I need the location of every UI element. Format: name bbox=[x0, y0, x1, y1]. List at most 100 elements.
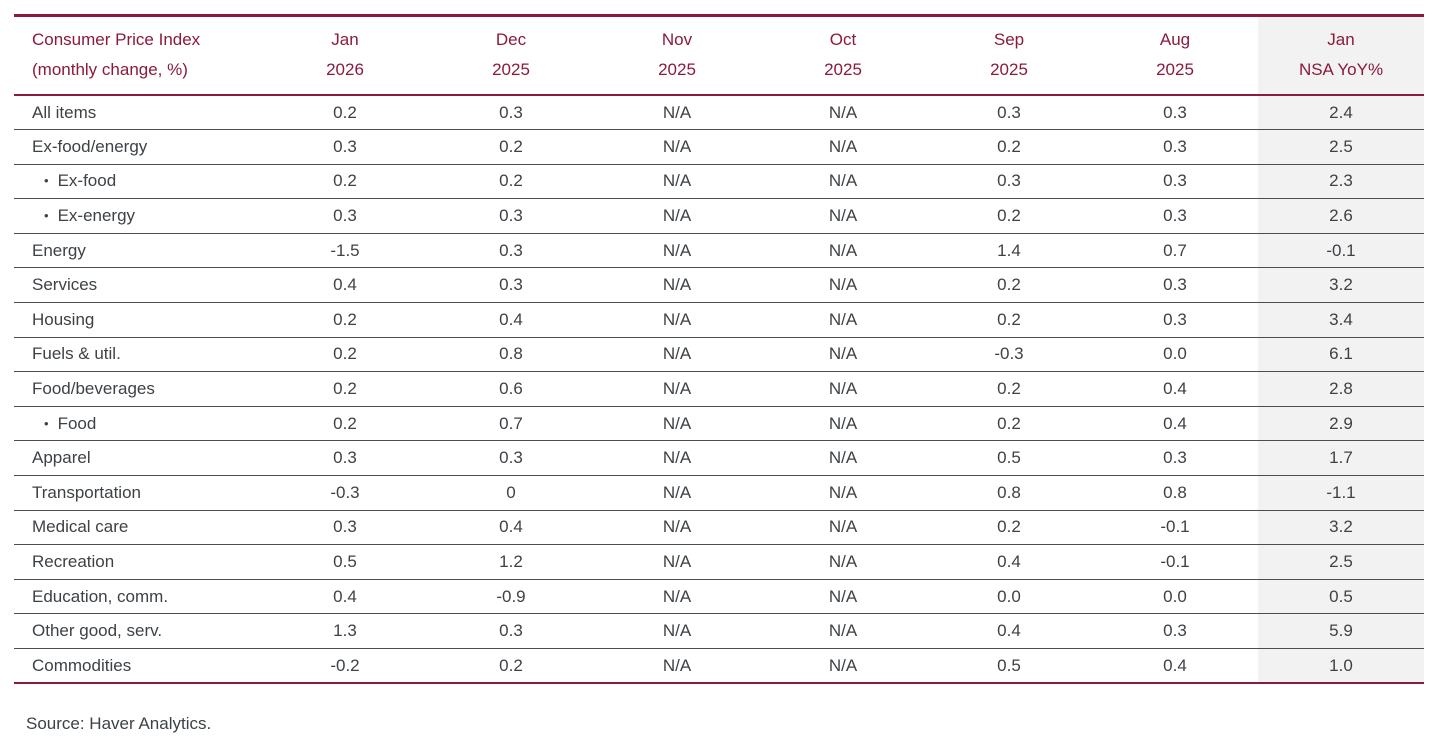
cell-value: 0.2 bbox=[262, 406, 428, 442]
cell-value: 0.3 bbox=[1092, 440, 1258, 477]
cpi-table-body: All items 0.2 0.3 N/A N/A 0.3 0.3 2.4 Ex-food/en… bbox=[14, 95, 1424, 684]
cell-value: N/A bbox=[760, 544, 926, 580]
table-title: Consumer Price Index (monthly change, %) bbox=[14, 15, 262, 96]
cell-value: 0.3 bbox=[1092, 198, 1258, 234]
cpi-table-header: Consumer Price Index (monthly change, %) J… bbox=[14, 15, 1424, 96]
cell-value: 0.3 bbox=[262, 129, 428, 165]
cell-value: 0.3 bbox=[262, 198, 428, 234]
row-label-text: Fuels & util. bbox=[32, 344, 121, 364]
bullet-icon: • bbox=[44, 208, 49, 224]
row-label: Ex-food/energy bbox=[14, 129, 262, 165]
column-header-nov-2025: Nov 2025 bbox=[594, 15, 760, 96]
table-row: Education, comm. 0.4 -0.9 N/A N/A 0.0 0.0 0.5 bbox=[14, 579, 1424, 615]
cell-value: 0.8 bbox=[428, 337, 594, 373]
column-header-line2: 2025 bbox=[824, 60, 862, 79]
row-label-text: Recreation bbox=[32, 552, 115, 572]
row-label: Commodities bbox=[14, 649, 262, 684]
cell-value: 0.0 bbox=[1092, 579, 1258, 615]
column-header-line1: Oct bbox=[829, 30, 857, 49]
table-row: Food/beverages 0.2 0.6 N/A N/A 0.2 0.4 2.8 bbox=[14, 371, 1424, 407]
cell-value: 0.2 bbox=[926, 371, 1092, 407]
table-row: Energy -1.5 0.3 N/A N/A 1.4 0.7 -0.1 bbox=[14, 233, 1424, 269]
cell-value: N/A bbox=[760, 406, 926, 442]
bullet-icon: • bbox=[44, 415, 49, 431]
cell-value: 0.2 bbox=[926, 129, 1092, 165]
row-label-text: Ex-food bbox=[57, 171, 117, 191]
row-label: Food/beverages bbox=[14, 371, 262, 407]
bullet-icon: • bbox=[44, 173, 49, 189]
row-label-text: Transportation bbox=[32, 482, 141, 502]
cell-value: N/A bbox=[594, 613, 760, 649]
row-label-text: Housing bbox=[32, 309, 95, 329]
cell-value: 2.3 bbox=[1258, 164, 1424, 200]
cell-value: N/A bbox=[760, 440, 926, 477]
column-header-aug-2025: Aug 2025 bbox=[1092, 15, 1258, 96]
cell-value: N/A bbox=[594, 475, 760, 511]
cell-value: 0.2 bbox=[926, 302, 1092, 338]
table-title-line1: Consumer Price Index bbox=[32, 30, 201, 49]
table-row: • Food 0.2 0.7 N/A N/A 0.2 0.4 2.9 bbox=[14, 406, 1424, 442]
cell-value: 0.3 bbox=[428, 440, 594, 477]
row-label-text: Other good, serv. bbox=[32, 621, 163, 641]
cell-value: 0.3 bbox=[1092, 95, 1258, 131]
cell-value: 0.3 bbox=[926, 95, 1092, 131]
cell-value: 3.4 bbox=[1258, 302, 1424, 338]
cell-value: 1.2 bbox=[428, 544, 594, 580]
cell-value: N/A bbox=[594, 164, 760, 200]
row-label: Education, comm. bbox=[14, 579, 262, 615]
row-label-text: Food bbox=[57, 413, 97, 433]
table-title-line2: (monthly change, %) bbox=[32, 60, 188, 79]
cell-value: 2.5 bbox=[1258, 129, 1424, 165]
column-header-line1: Sep bbox=[993, 30, 1025, 49]
cell-value: N/A bbox=[760, 233, 926, 269]
cell-value: 0.3 bbox=[1092, 164, 1258, 200]
cell-value: 0.2 bbox=[262, 164, 428, 200]
cell-value: N/A bbox=[594, 267, 760, 304]
cell-value: 0.2 bbox=[926, 267, 1092, 304]
cell-value: N/A bbox=[760, 302, 926, 338]
row-label-text: All items bbox=[32, 102, 97, 122]
cell-value: 0.3 bbox=[428, 95, 594, 131]
column-header-line1: Jan bbox=[331, 30, 359, 49]
row-label: Energy bbox=[14, 233, 262, 269]
cell-value: 0.4 bbox=[428, 302, 594, 338]
cell-value: N/A bbox=[594, 95, 760, 131]
cell-value: N/A bbox=[760, 337, 926, 373]
cell-value: 1.4 bbox=[926, 233, 1092, 269]
cell-value: 0.2 bbox=[926, 406, 1092, 442]
cell-value: N/A bbox=[594, 544, 760, 580]
cell-value: 0.5 bbox=[1258, 579, 1424, 615]
row-label-text: Commodities bbox=[32, 655, 132, 675]
row-label: Services bbox=[14, 267, 262, 304]
cell-value: -0.1 bbox=[1092, 544, 1258, 580]
cell-value: 2.6 bbox=[1258, 198, 1424, 234]
cell-value: 0.4 bbox=[926, 544, 1092, 580]
cell-value: -0.9 bbox=[428, 579, 594, 615]
row-label: Apparel bbox=[14, 440, 262, 477]
cell-value: 0.4 bbox=[262, 579, 428, 615]
cell-value: N/A bbox=[760, 475, 926, 511]
column-header-sep-2025: Sep 2025 bbox=[926, 15, 1092, 96]
cell-value: 0.5 bbox=[262, 544, 428, 580]
cell-value: 0.4 bbox=[262, 267, 428, 304]
cell-value: 0.2 bbox=[428, 164, 594, 200]
cell-value: 0.4 bbox=[1163, 655, 1187, 675]
table-row: All items 0.2 0.3 N/A N/A 0.3 0.3 2.4 bbox=[14, 95, 1424, 131]
cell-value: 0.3 bbox=[1092, 267, 1258, 304]
cell-value: 0.8 bbox=[926, 475, 1092, 511]
cell-value: 0.4 bbox=[926, 613, 1092, 649]
row-label-text: Ex-energy bbox=[57, 206, 136, 226]
cell-value: 0.4 bbox=[1092, 406, 1258, 442]
cell-value: N/A bbox=[594, 510, 760, 546]
cell-value: N/A bbox=[760, 198, 926, 234]
cpi-table-container: Consumer Price Index (monthly change, %) J… bbox=[14, 14, 1424, 685]
table-row: Apparel 0.3 0.3 N/A N/A 0.5 0.3 1.7 bbox=[14, 440, 1424, 477]
cell-value: 0.0 bbox=[1092, 337, 1258, 373]
row-label-text: Food/beverages bbox=[32, 379, 155, 399]
column-header-line2: NSA YoY% bbox=[1298, 60, 1384, 79]
cell-value: 0.3 bbox=[428, 233, 594, 269]
cell-value: N/A bbox=[760, 510, 926, 546]
table-row: Services 0.4 0.3 N/A N/A 0.2 0.3 3.2 bbox=[14, 267, 1424, 304]
cell-value: -0.1 bbox=[1258, 233, 1424, 269]
column-header-oct-2025: Oct 2025 bbox=[760, 15, 926, 96]
